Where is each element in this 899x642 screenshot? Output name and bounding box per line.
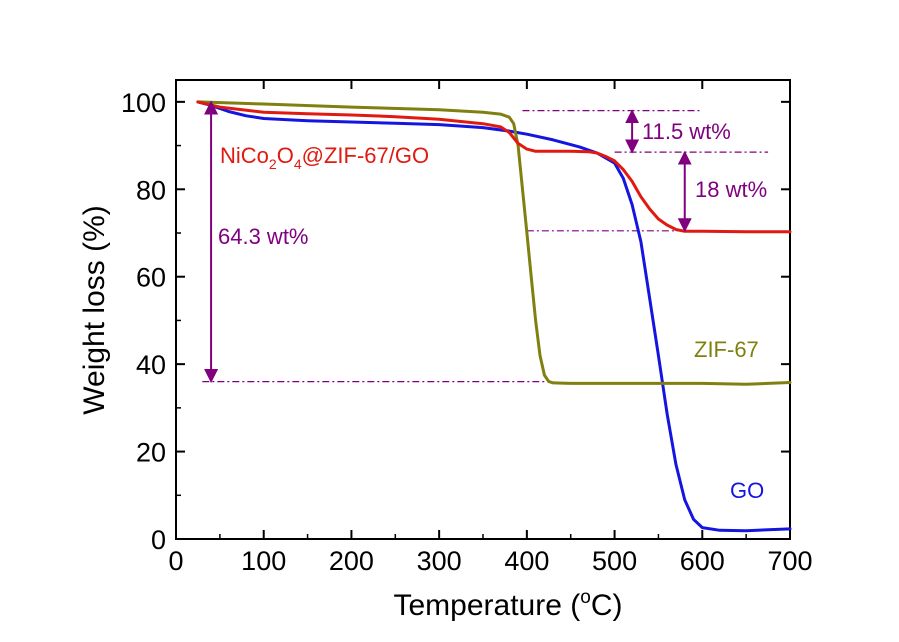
x-axis-title-suffix: C)	[591, 589, 623, 622]
x-axis-title: Temperature (oC)	[394, 587, 623, 622]
y-tick-label-40: 40	[136, 350, 166, 380]
y-axis-title: Weight loss (%)	[78, 205, 111, 415]
x-tick-label-0: 0	[168, 546, 183, 576]
y-tick-label-0: 0	[151, 525, 166, 555]
series-layer	[196, 100, 792, 533]
x-tick-label-500: 500	[592, 546, 637, 576]
y-tick-label-60: 60	[136, 263, 166, 293]
x-tick-label-400: 400	[504, 546, 549, 576]
x-tick-label-700: 700	[767, 546, 812, 576]
series-label-zif67: ZIF-67	[694, 337, 759, 362]
annotation-arrows	[204, 100, 692, 384]
y-tick-label-80: 80	[136, 175, 166, 205]
series-label-go: GO	[730, 478, 764, 503]
annotation-11-5: 11.5 wt%	[642, 119, 731, 144]
x-tick-label-200: 200	[329, 546, 374, 576]
x-tick-label-600: 600	[680, 546, 725, 576]
annotation-18: 18 wt%	[695, 177, 767, 202]
series-line-nico2o4-zif-67-go	[196, 100, 792, 234]
x-axis-title-sup: o	[580, 587, 591, 608]
annotation-64-3: 64.3 wt%	[218, 224, 309, 249]
y-tick-label-20: 20	[136, 438, 166, 468]
series-label-nico2o4: NiCo2O4@ZIF-67/GO	[220, 143, 429, 172]
x-tick-label-100: 100	[241, 546, 286, 576]
series-line-zif-67	[196, 100, 792, 386]
x-tick-label-300: 300	[417, 546, 462, 576]
y-tick-label-100: 100	[121, 88, 166, 118]
axis-ticks: 0 100 200 300 400 500 600 700 0 20 40 60 80 100	[121, 80, 813, 576]
